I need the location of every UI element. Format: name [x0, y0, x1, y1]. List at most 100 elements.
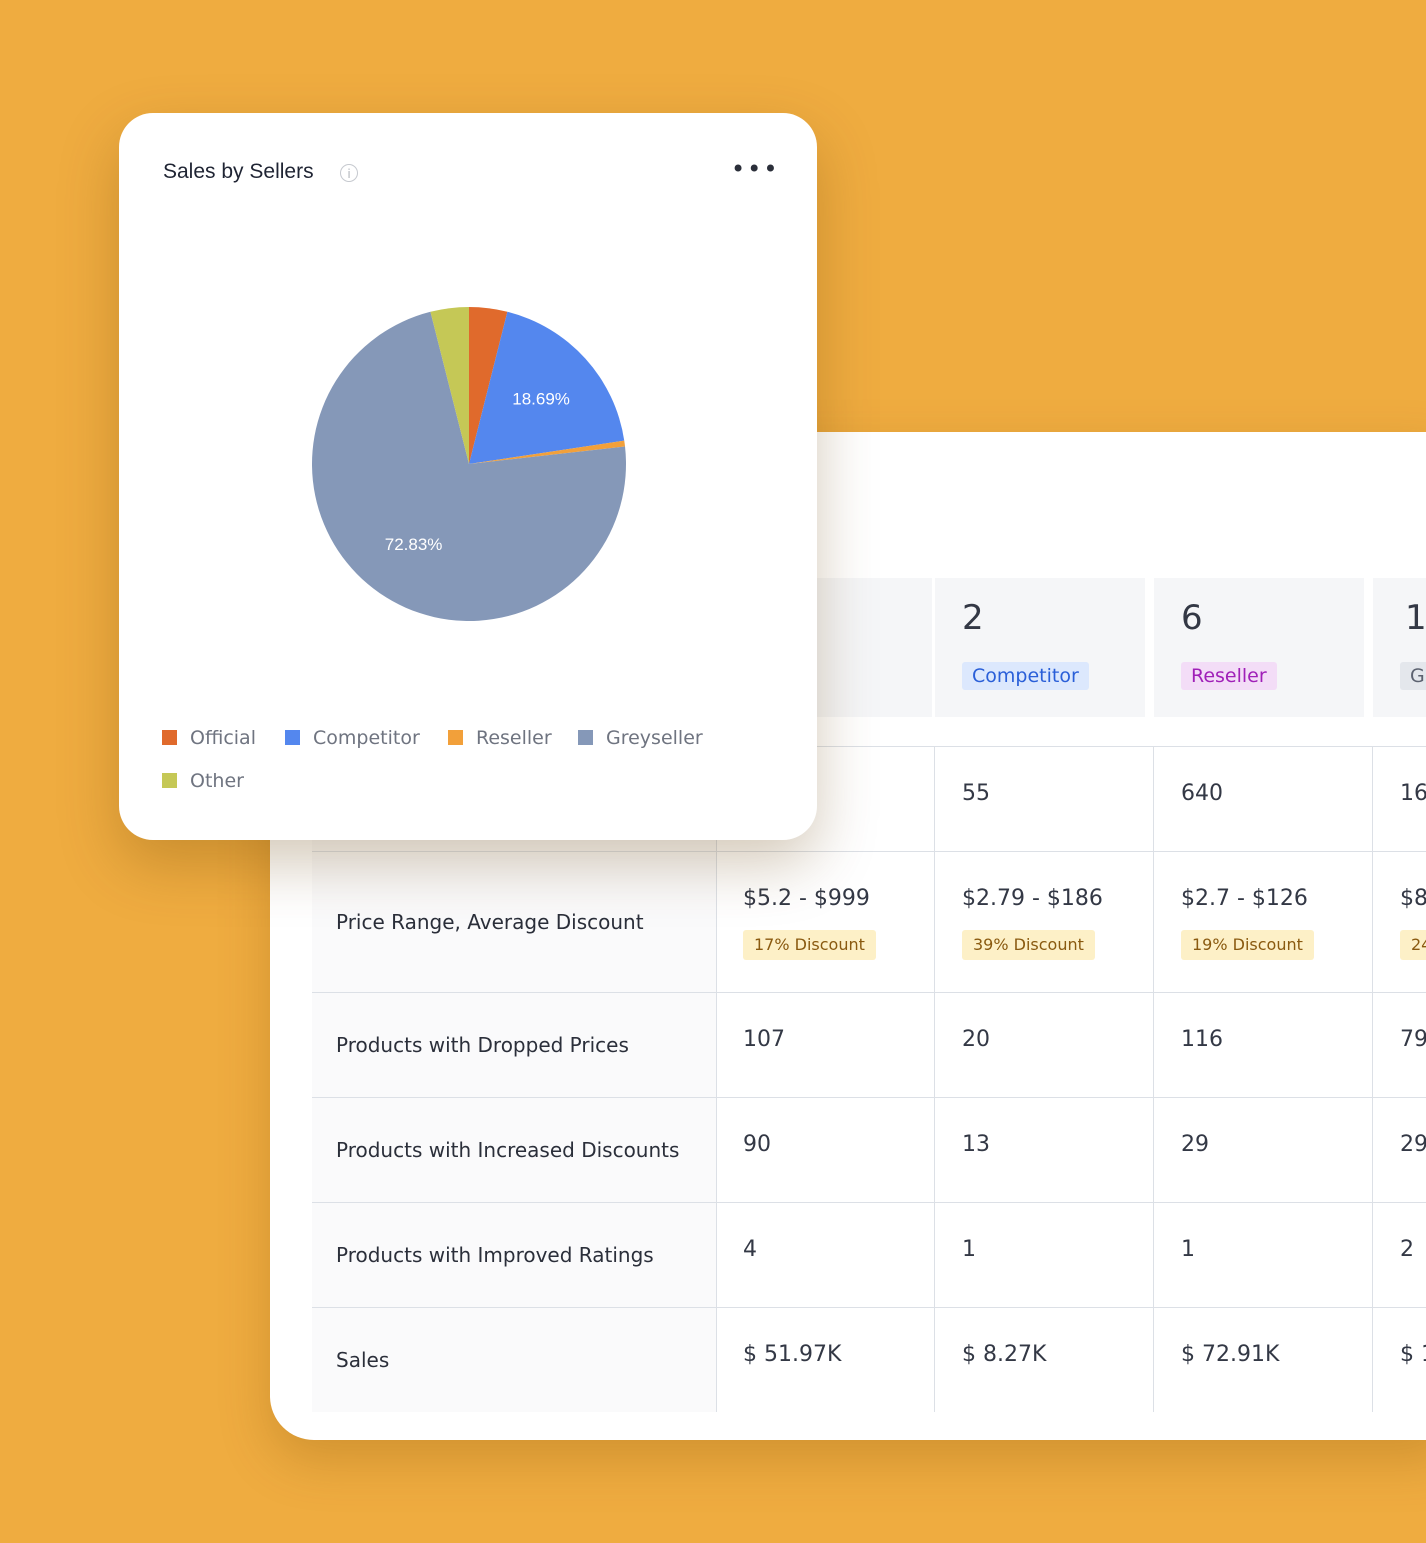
pie-slice-reseller[interactable] — [469, 440, 626, 464]
table-cell: $ 72.91K — [1154, 1308, 1373, 1412]
table-cell: 20 — [935, 993, 1154, 1097]
table-cell: 13 — [935, 1098, 1154, 1202]
table-cell: $ 51.97K — [716, 1308, 935, 1412]
legend-item-greyseller[interactable]: Greyseller — [578, 727, 703, 749]
cell-value: 29 — [1181, 1132, 1209, 1157]
table-row: Price Range, Average Discount $5.2 - $99… — [312, 851, 1426, 992]
table-cell: $ 8.27K — [935, 1308, 1154, 1412]
legend-item-other[interactable]: Other — [162, 770, 244, 792]
legend-swatch — [162, 730, 177, 745]
cell-value: 107 — [743, 1027, 785, 1052]
legend-swatch — [578, 730, 593, 745]
pie-slice-official[interactable] — [469, 307, 508, 464]
info-icon[interactable]: i — [340, 164, 358, 182]
row-label: Products with Dropped Prices — [336, 1033, 629, 1057]
column-header-greyseller[interactable]: 1 G — [1373, 578, 1426, 717]
row-label: Products with Increased Discounts — [336, 1138, 680, 1162]
seller-count: 1 — [1405, 598, 1426, 638]
card-title: Sales by Sellers — [163, 160, 314, 183]
cell-value: 4 — [743, 1237, 757, 1262]
discount-badge: 19% Discount — [1181, 930, 1314, 960]
column-header-reseller[interactable]: 6 Reseller — [1154, 578, 1364, 717]
legend-label: Competitor — [313, 727, 420, 749]
row-label-cell: Products with Improved Ratings — [312, 1203, 717, 1307]
row-label-cell: Products with Increased Discounts — [312, 1098, 717, 1202]
column-header-competitor[interactable]: 2 Competitor — [935, 578, 1145, 717]
pie-slice-label: 72.83% — [385, 535, 443, 554]
row-label-cell: Products with Dropped Prices — [312, 993, 717, 1097]
table-cell — [716, 747, 935, 851]
cell-value: $ 1 — [1400, 1342, 1426, 1367]
cell-value: $ 8.27K — [962, 1342, 1047, 1367]
table-cell: $5.2 - $999 17% Discount — [716, 852, 935, 992]
table-cell: 1 — [935, 1203, 1154, 1307]
cell-value: 640 — [1181, 781, 1223, 806]
table-cell: $2.79 - $186 39% Discount — [935, 852, 1154, 992]
row-label: Products with Improved Ratings — [336, 1243, 654, 1267]
price-range: $2.7 - $126 — [1181, 886, 1308, 911]
legend-swatch — [162, 773, 177, 788]
price-range: $8 — [1400, 886, 1426, 911]
table-cell: 107 — [716, 993, 935, 1097]
cell-value: 2 — [1400, 1237, 1414, 1262]
cell-value: 1 — [1181, 1237, 1195, 1262]
table-cell: 79 — [1373, 993, 1426, 1097]
cell-value: $ 51.97K — [743, 1342, 842, 1367]
cell-value: 29 — [1400, 1132, 1426, 1157]
legend-item-competitor[interactable]: Competitor — [285, 727, 420, 749]
pie-slice-competitor[interactable] — [469, 311, 625, 464]
table-cell: 116 — [1154, 993, 1373, 1097]
table-header-row: l 2 Competitor 6 Reseller 1 G — [312, 578, 1426, 746]
cell-value: 16 — [1400, 781, 1426, 806]
discount-badge: 17% Discount — [743, 930, 876, 960]
row-label: Sales — [336, 1348, 390, 1372]
seller-type-badge: Reseller — [1181, 662, 1277, 690]
discount-badge: 39% Discount — [962, 930, 1095, 960]
legend-label: Greyseller — [606, 727, 703, 749]
cell-value: 90 — [743, 1132, 771, 1157]
table-cell: 2 — [1373, 1203, 1426, 1307]
pie-slice-greyseller[interactable] — [311, 311, 626, 621]
table-cell: 640 — [1154, 747, 1373, 851]
discount-badge: 24 — [1400, 930, 1426, 960]
legend-item-official[interactable]: Official — [162, 727, 256, 749]
table-cell: 1 — [1154, 1203, 1373, 1307]
cell-value: 79 — [1400, 1027, 1426, 1052]
table-cell: 29 — [1373, 1098, 1426, 1202]
table-cell: $8 24 — [1373, 852, 1426, 992]
price-range: $5.2 - $999 — [743, 886, 870, 911]
cell-value: 116 — [1181, 1027, 1223, 1052]
cell-value: 1 — [962, 1237, 976, 1262]
legend-swatch — [448, 730, 463, 745]
table-cell: $2.7 - $126 19% Discount — [1154, 852, 1373, 992]
row-label-cell: Price Range, Average Discount — [312, 852, 717, 992]
legend-label: Other — [190, 770, 244, 792]
seller-count: 6 — [1181, 598, 1203, 638]
table-row: Products with Dropped Prices 107 20 116 … — [312, 992, 1426, 1097]
pie-slice-label: 18.69% — [512, 390, 570, 409]
row-label: Price Range, Average Discount — [336, 910, 644, 934]
row-label-cell: Sales — [312, 1308, 717, 1412]
legend-swatch — [285, 730, 300, 745]
sales-by-sellers-card: Sales by Sellers i ••• 18.69% 72.83% Offi… — [119, 113, 817, 840]
more-horizontal-icon[interactable]: ••• — [731, 155, 780, 183]
pie-chart: 18.69% 72.83% — [311, 307, 626, 621]
table-cell: $ 1 — [1373, 1308, 1426, 1412]
table-row: Products with Increased Discounts 90 13 … — [312, 1097, 1426, 1202]
price-range: $2.79 - $186 — [962, 886, 1103, 911]
pie-slice-other[interactable] — [430, 307, 469, 464]
cell-value: $ 72.91K — [1181, 1342, 1280, 1367]
table-cell: 16 — [1373, 747, 1426, 851]
cell-value: 13 — [962, 1132, 990, 1157]
seller-count: 2 — [962, 598, 984, 638]
legend-item-reseller[interactable]: Reseller — [448, 727, 552, 749]
seller-type-badge: Competitor — [962, 662, 1089, 690]
table-cell: 90 — [716, 1098, 935, 1202]
table-cell: 29 — [1154, 1098, 1373, 1202]
table-row: Products with Improved Ratings 4 1 1 2 — [312, 1202, 1426, 1307]
table-cell: 55 — [935, 747, 1154, 851]
seller-type-badge: G — [1400, 662, 1426, 690]
table-row: Sales $ 51.97K $ 8.27K $ 72.91K $ 1 — [312, 1307, 1426, 1412]
cell-value: 55 — [962, 781, 990, 806]
legend-label: Official — [190, 727, 256, 749]
